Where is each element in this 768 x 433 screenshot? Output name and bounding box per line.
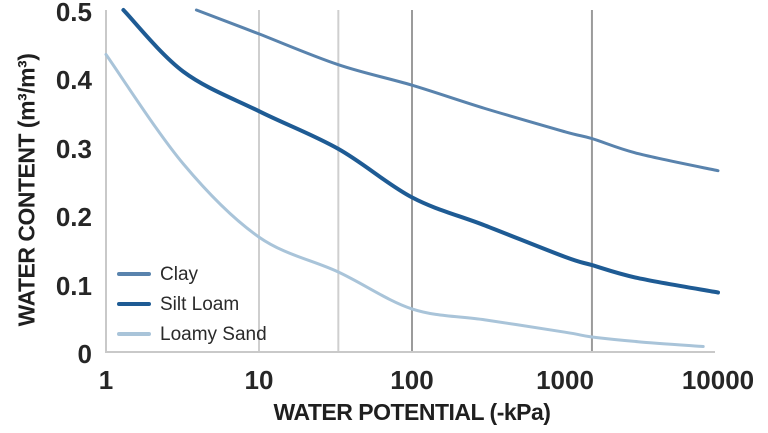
- y-tick-0.4: 0.4: [55, 65, 92, 96]
- legend-label: Loamy Sand: [160, 323, 267, 345]
- legend: Clay Silt Loam Loamy Sand: [117, 259, 267, 349]
- y-tick-0.3: 0.3: [55, 133, 92, 164]
- legend-swatch-icon: [117, 332, 151, 336]
- y-tick-0.1: 0.1: [55, 270, 92, 301]
- legend-item-silt-loam: Silt Loam: [117, 289, 267, 319]
- curve-clay: [194, 8, 720, 173]
- legend-item-loamy-sand: Loamy Sand: [117, 319, 267, 349]
- x-tick-100: 100: [390, 365, 434, 395]
- legend-label: Clay: [160, 263, 199, 285]
- legend-item-clay: Clay: [117, 259, 267, 289]
- legend-swatch-icon: [117, 302, 151, 306]
- legend-label: Silt Loam: [160, 293, 240, 315]
- x-tick-1000: 1000: [536, 365, 594, 395]
- legend-swatch-icon: [117, 272, 151, 276]
- x-tick-10: 10: [244, 365, 274, 395]
- x-tick-1: 1: [98, 365, 114, 395]
- y-tick-0.5: 0.5: [55, 0, 92, 27]
- x-tick-10000: 10000: [681, 365, 755, 395]
- y-tick-0.2: 0.2: [55, 202, 92, 233]
- curve-loamy-sand: [104, 53, 705, 348]
- curve-silt-loam: [121, 8, 720, 295]
- x-axis-title: WATER POTENTIAL (-kPa): [273, 399, 551, 425]
- y-tick-0: 0: [77, 339, 92, 369]
- axis-lines: [105, 10, 715, 353]
